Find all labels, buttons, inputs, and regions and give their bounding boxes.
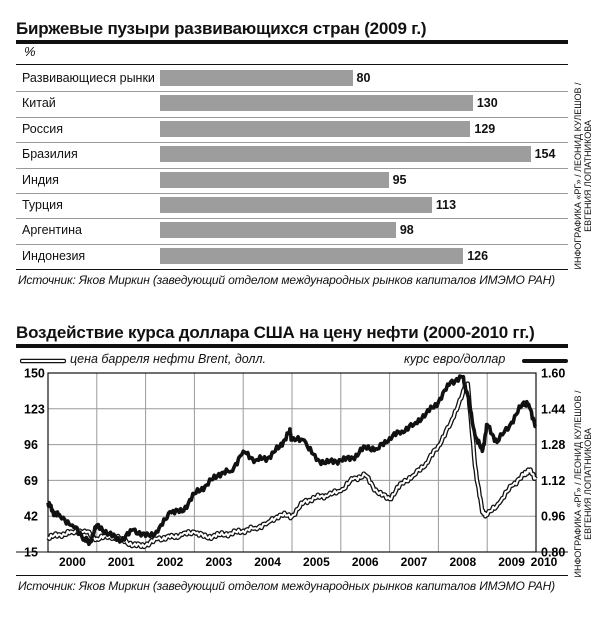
bar bbox=[160, 171, 389, 188]
legend-oil-swatch bbox=[20, 358, 66, 364]
category-label: Развивающиеся рынки bbox=[22, 71, 155, 85]
bar-chart-bottom-rule bbox=[16, 269, 568, 270]
y-right-tick-label: 0.96 bbox=[541, 510, 565, 524]
bar bbox=[160, 95, 473, 112]
bar bbox=[160, 146, 531, 163]
category-label: Россия bbox=[22, 121, 63, 136]
row-divider bbox=[16, 243, 568, 245]
row-divider bbox=[16, 167, 568, 169]
category-label: Турция bbox=[22, 198, 63, 212]
value-label: 154 bbox=[534, 147, 556, 162]
value-label: 129 bbox=[474, 121, 496, 136]
y-right-tick-label: 1.12 bbox=[541, 474, 565, 488]
x-tick-label: 2009 bbox=[498, 555, 525, 569]
x-tick-label: 2006 bbox=[352, 555, 379, 569]
y-right-tick-label: 1.60 bbox=[541, 367, 565, 381]
value-label: 80 bbox=[356, 71, 371, 85]
eur-usd-line bbox=[46, 374, 537, 547]
value-label: 98 bbox=[399, 223, 414, 238]
x-tick-label: 2007 bbox=[401, 555, 428, 569]
category-label: Индонезия bbox=[22, 248, 86, 263]
oil-price-line bbox=[47, 382, 537, 548]
x-tick-label: 2004 bbox=[254, 555, 281, 569]
bar bbox=[160, 247, 464, 264]
legend-fx-label: курс евро/доллар bbox=[404, 352, 506, 366]
y-left-tick-label: 69 bbox=[24, 474, 38, 488]
bar-chart-title-rule bbox=[16, 40, 568, 44]
y-right-tick-label: 1.44 bbox=[541, 402, 565, 416]
bar bbox=[160, 120, 471, 137]
x-tick-label: 2003 bbox=[205, 555, 232, 569]
row-divider bbox=[16, 218, 568, 220]
x-tick-label: 2008 bbox=[449, 555, 476, 569]
value-label: 130 bbox=[476, 96, 498, 111]
category-label: Китай bbox=[22, 96, 56, 111]
category-label: Индия bbox=[22, 172, 59, 187]
unit-label: % bbox=[24, 44, 36, 59]
bar bbox=[160, 222, 396, 239]
row-divider bbox=[16, 193, 568, 194]
x-tick-label: 2010 bbox=[531, 555, 558, 569]
row-divider bbox=[16, 116, 568, 118]
bar bbox=[160, 197, 432, 213]
category-label: Бразилия bbox=[22, 147, 78, 162]
bar-chart-source: Источник: Яков Миркин (заведующий отдело… bbox=[18, 273, 556, 287]
value-label: 113 bbox=[435, 198, 457, 212]
value-label: 126 bbox=[467, 248, 489, 263]
line-chart-title: Воздействие курса доллара США на цену не… bbox=[16, 323, 535, 342]
row-divider bbox=[16, 91, 568, 93]
x-tick-label: 2000 bbox=[59, 555, 86, 569]
value-label: 95 bbox=[392, 172, 407, 187]
line-chart-source: Источник: Яков Миркин (заведующий отдело… bbox=[18, 579, 556, 593]
y-left-tick-label: 96 bbox=[24, 438, 38, 452]
x-tick-label: 2005 bbox=[303, 555, 330, 569]
line-chart-bottom-rule bbox=[16, 575, 568, 576]
y-left-tick-label: 150 bbox=[24, 367, 45, 381]
y-left-tick-label: 42 bbox=[24, 510, 38, 524]
line-chart-title-rule bbox=[16, 344, 568, 348]
x-tick-label: 2001 bbox=[108, 555, 135, 569]
row-divider bbox=[16, 142, 568, 144]
y-right-tick-label: 1.28 bbox=[541, 438, 565, 452]
legend-oil-label: цена барреля нефти Brent, долл. bbox=[70, 352, 266, 366]
credit-line: ЕВГЕНИЯ ЛОПАТНИКОВА bbox=[583, 428, 593, 540]
bar bbox=[160, 70, 353, 86]
legend-fx-swatch bbox=[522, 359, 568, 363]
credit-line: ИНФОГРАФИКА «РГ» / ЛЕОНИД КУЛЕШОВ / bbox=[573, 390, 583, 578]
category-label: Аргентина bbox=[22, 223, 82, 238]
bar-chart-header-rule bbox=[16, 64, 568, 65]
x-tick-label: 2002 bbox=[157, 555, 184, 569]
y-left-tick-label: 123 bbox=[24, 402, 45, 416]
line-chart-credit: ИНФОГРАФИКА «РГ» / ЛЕОНИД КУЛЕШОВ / ЕВГЕ… bbox=[573, 364, 593, 604]
bar-chart-title: Биржевые пузыри развивающихся стран (200… bbox=[16, 19, 427, 38]
